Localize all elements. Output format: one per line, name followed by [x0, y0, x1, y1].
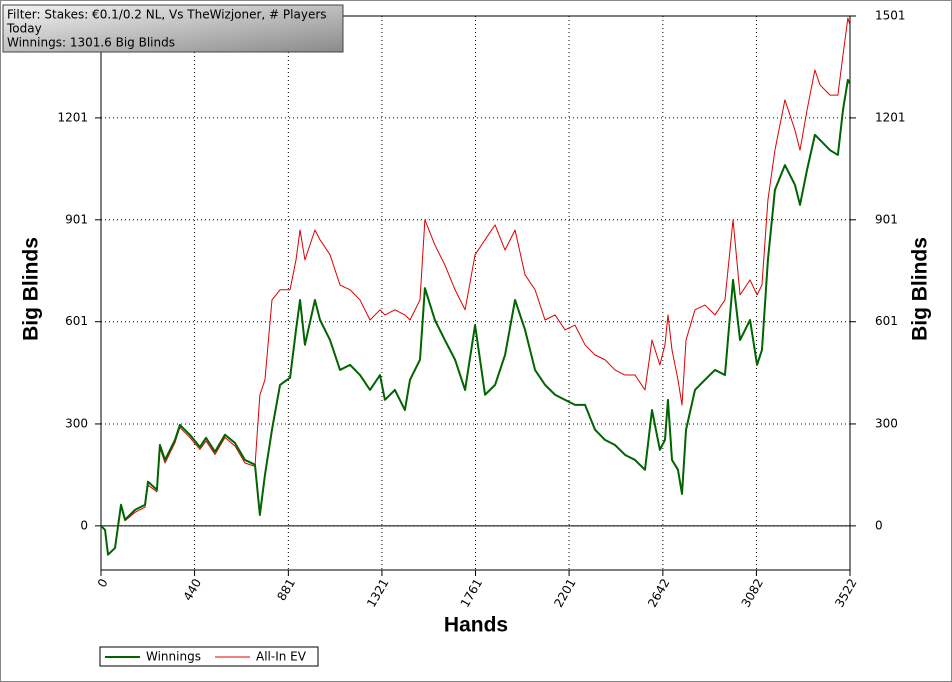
filter-background [2, 4, 344, 53]
y2-tick-label: 300 [875, 416, 898, 430]
y2-tick-label: 1501 [875, 9, 906, 23]
legend-box [99, 646, 319, 667]
y2-tick-label: 901 [875, 212, 898, 226]
y-tick-label: 0 [80, 518, 88, 532]
y-tick-label: 901 [65, 212, 88, 226]
filter-text: Winnings: 1301.6 Big Blinds [7, 36, 175, 50]
y-tick-label: 300 [65, 416, 88, 430]
legend: Winnings All-In EV [99, 646, 319, 667]
filter-box: Filter: Stakes: €0.1/0.2 NL, Vs TheWizjo… [2, 4, 344, 53]
y-tick-label: 601 [65, 314, 88, 328]
filter-text: Today [6, 22, 42, 36]
y2-tick-label: 1201 [875, 110, 906, 124]
y2-tick-label: 601 [875, 314, 898, 328]
legend-label: Winnings [146, 650, 201, 664]
legend-label: All-In EV [256, 650, 307, 664]
y2-axis-label: Big Blinds [909, 237, 932, 341]
y-tick-label: 1201 [57, 110, 88, 124]
x-axis-label: Hands [444, 614, 508, 637]
plot: 0300601901120115010300601901120115010440… [57, 9, 905, 610]
y-axis-label: Big Blinds [20, 237, 43, 341]
y2-tick-label: 0 [875, 518, 883, 532]
series-line [100, 78, 851, 556]
filter-text: Filter: Stakes: €0.1/0.2 NL, Vs TheWizjo… [7, 8, 327, 22]
series-line [100, 17, 851, 556]
